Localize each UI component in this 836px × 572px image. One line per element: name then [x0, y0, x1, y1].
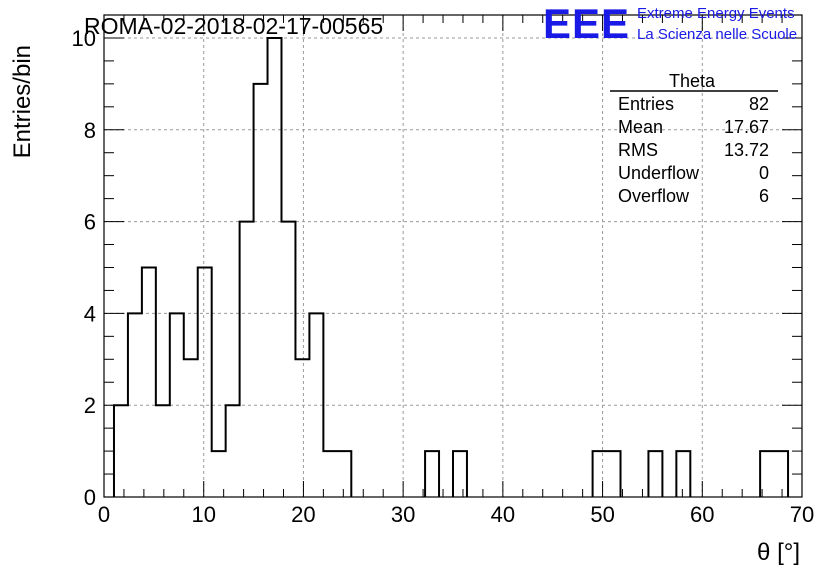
x-tick-label: 40	[491, 502, 515, 527]
chart-title: ROMA-02-2018-02-17-00565	[84, 13, 383, 39]
stats-value: 6	[759, 186, 769, 206]
grid	[104, 15, 802, 497]
stats-title: Theta	[669, 71, 716, 91]
y-tick-label: 2	[84, 393, 96, 418]
stats-label: Mean	[618, 117, 663, 137]
y-tick-labels: 0 2 4 6 8 10	[72, 26, 96, 510]
histogram-line	[112, 36, 790, 497]
y-tick-label: 4	[84, 301, 96, 326]
stats-label: Entries	[618, 94, 674, 114]
x-tick-label: 20	[291, 502, 315, 527]
stats-rows: Entries 82 Mean 17.67 RMS 13.72 Underflow 0 Over…	[618, 94, 769, 206]
x-tick-label: 50	[590, 502, 614, 527]
x-tick-labels: 0 10 20 30 40 50 60 70	[98, 502, 814, 527]
x-tick-label: 10	[191, 502, 215, 527]
stats-value: 13.72	[724, 140, 769, 160]
y-tick-label: 10	[72, 26, 96, 51]
stats-value: 0	[759, 163, 769, 183]
eee-logo-mark: EEE	[543, 0, 630, 47]
x-tick-label: 70	[790, 502, 814, 527]
x-tick-label: 60	[690, 502, 714, 527]
y-tick-label: 6	[84, 210, 96, 235]
x-tick-label: 30	[391, 502, 415, 527]
stats-value: 82	[749, 94, 769, 114]
stats-box: Theta Entries 82 Mean 17.67 RMS 13.72 Underflo…	[610, 71, 778, 206]
y-tick-label: 0	[84, 485, 96, 510]
stats-label: Overflow	[618, 186, 690, 206]
x-axis-label: θ [°]	[757, 539, 800, 566]
x-tick-label: 0	[98, 502, 110, 527]
plot-frame	[103, 14, 803, 498]
logo-line-1: Extreme Energy Events	[637, 5, 795, 22]
eee-logo: EEE Extreme Energy Events La Scienza nel…	[543, 0, 797, 47]
stats-value: 17.67	[724, 117, 769, 137]
y-tick-label: 8	[84, 118, 96, 143]
logo-line-2: La Scienza nelle Scuole	[637, 26, 797, 43]
stats-label: Underflow	[618, 163, 700, 183]
y-axis-label: Entries/bin	[9, 45, 36, 158]
stats-label: RMS	[618, 140, 658, 160]
